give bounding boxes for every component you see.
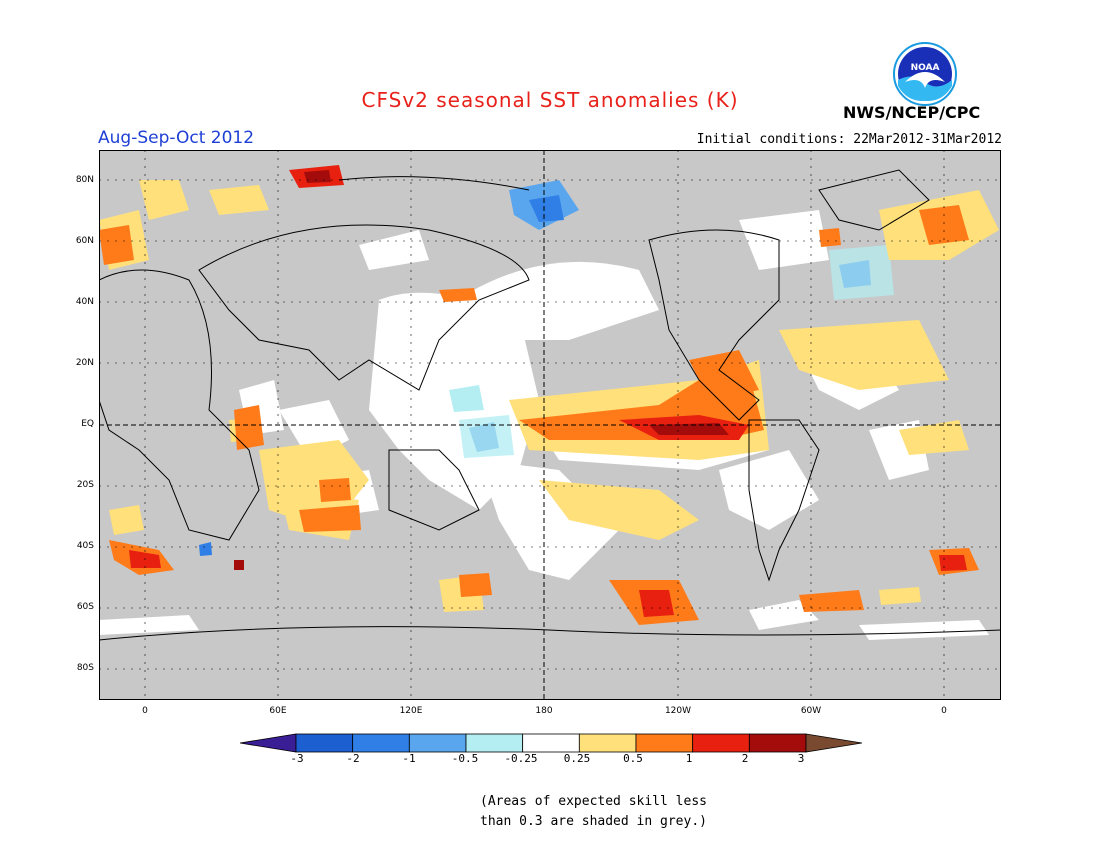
colorbar-swatch bbox=[408, 733, 467, 753]
lon-label: 120E bbox=[399, 706, 423, 716]
lon-label: 60W bbox=[800, 706, 822, 716]
colorbar-label: -1 bbox=[402, 752, 416, 765]
skill-note-line-1: (Areas of expected skill less bbox=[480, 794, 707, 809]
colorbar-label: 0.5 bbox=[623, 752, 643, 765]
colorbar-label: -2 bbox=[346, 752, 360, 765]
lat-label: 60S bbox=[76, 602, 94, 612]
warm-anomalies-extreme bbox=[234, 170, 729, 570]
colorbar-label: -0.5 bbox=[451, 752, 479, 765]
colorbar-label: 2 bbox=[741, 752, 749, 765]
lat-label: EQ bbox=[81, 419, 94, 429]
colorbar-label: 3 bbox=[797, 752, 805, 765]
lat-label: 40N bbox=[75, 297, 94, 307]
colorbar bbox=[240, 733, 862, 753]
colorbar-swatch bbox=[465, 733, 524, 753]
lat-label: 80N bbox=[75, 175, 94, 185]
chart-title: CFSv2 seasonal SST anomalies (K) bbox=[361, 88, 739, 112]
colorbar-swatch bbox=[805, 733, 862, 753]
skill-note-line-2: than 0.3 are shaded in grey.) bbox=[480, 814, 707, 829]
lat-label: 20S bbox=[76, 480, 94, 490]
colorbar-swatch bbox=[352, 733, 410, 753]
agency-label: NWS/NCEP/CPC bbox=[843, 103, 981, 122]
colorbar-swatch bbox=[635, 733, 694, 753]
colorbar-swatch bbox=[522, 733, 580, 753]
logo-text: NOAA bbox=[911, 63, 940, 73]
lat-label: 20N bbox=[75, 358, 94, 368]
equator-dateline bbox=[99, 150, 1001, 700]
noaa-logo: NOAA bbox=[893, 42, 957, 106]
sst-anomaly-map bbox=[99, 150, 1001, 700]
skill-note: (Areas of expected skill less than 0.3 a… bbox=[480, 792, 707, 832]
lat-label: 40S bbox=[76, 541, 94, 551]
colorbar-label: -0.25 bbox=[504, 752, 538, 765]
colorbar-label: 1 bbox=[685, 752, 693, 765]
colorbar-swatch bbox=[578, 733, 637, 753]
lon-label: 0 bbox=[142, 706, 148, 716]
colorbar-swatch bbox=[748, 733, 807, 753]
colorbar-label: -3 bbox=[290, 752, 304, 765]
lat-label: 60N bbox=[75, 236, 94, 246]
colorbar-label: 0.25 bbox=[563, 752, 591, 765]
colorbar-swatch bbox=[295, 733, 354, 753]
lon-label: 0 bbox=[941, 706, 947, 716]
colorbar-swatch bbox=[240, 733, 297, 753]
lat-label: 80S bbox=[76, 663, 94, 673]
lon-label: 120W bbox=[664, 706, 692, 716]
lon-label: 60E bbox=[269, 706, 287, 716]
lon-label: 180 bbox=[535, 706, 553, 716]
cool-anomalies bbox=[199, 180, 894, 556]
colorbar-swatch bbox=[692, 733, 750, 753]
initial-conditions-label: Initial conditions: 22Mar2012-31Mar2012 bbox=[696, 132, 1002, 147]
season-label: Aug-Sep-Oct 2012 bbox=[98, 128, 255, 148]
coastlines bbox=[99, 169, 1001, 641]
